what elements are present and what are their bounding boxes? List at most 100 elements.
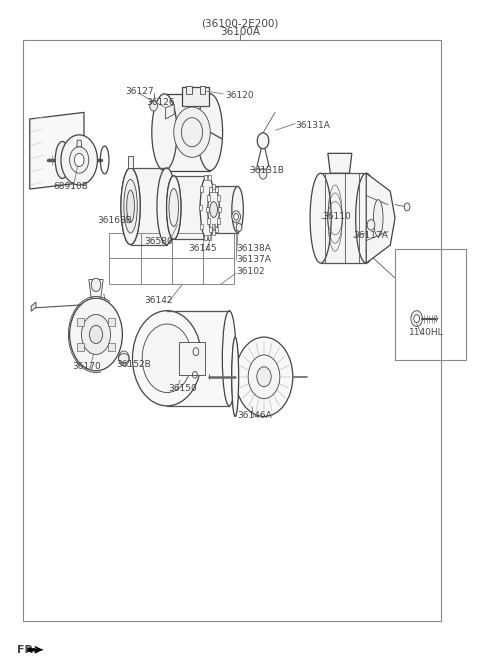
Text: 36120: 36120 — [226, 91, 254, 100]
Polygon shape — [366, 173, 395, 263]
Ellipse shape — [121, 168, 140, 245]
Text: (36100-2E200): (36100-2E200) — [201, 19, 279, 29]
Circle shape — [70, 147, 89, 173]
Bar — [218, 207, 221, 212]
Circle shape — [91, 278, 101, 292]
Ellipse shape — [222, 311, 236, 406]
Bar — [204, 235, 206, 241]
Polygon shape — [30, 112, 84, 189]
Circle shape — [142, 324, 192, 393]
Bar — [109, 233, 234, 284]
Circle shape — [74, 153, 84, 167]
Polygon shape — [77, 140, 82, 147]
Ellipse shape — [167, 176, 181, 239]
Text: 36100A: 36100A — [220, 27, 260, 38]
Circle shape — [132, 311, 202, 406]
Text: 36145: 36145 — [188, 244, 217, 253]
Bar — [23, 40, 441, 621]
Circle shape — [61, 135, 97, 185]
Circle shape — [404, 203, 410, 211]
Circle shape — [414, 315, 420, 323]
Text: FR.: FR. — [17, 644, 37, 655]
Bar — [212, 184, 215, 189]
Bar — [164, 94, 210, 171]
Bar — [200, 86, 205, 94]
Text: 36126: 36126 — [146, 98, 175, 107]
Bar — [174, 176, 207, 239]
Ellipse shape — [181, 118, 203, 147]
Ellipse shape — [167, 176, 181, 239]
Text: 36138A: 36138A — [236, 244, 271, 253]
Circle shape — [232, 211, 240, 223]
Bar — [77, 318, 84, 326]
Polygon shape — [89, 280, 103, 298]
Text: 36152B: 36152B — [116, 360, 151, 369]
Ellipse shape — [232, 337, 239, 416]
Text: 36137A: 36137A — [236, 254, 271, 264]
Ellipse shape — [169, 188, 179, 227]
Circle shape — [119, 351, 129, 366]
Bar — [215, 187, 218, 192]
Ellipse shape — [232, 186, 243, 233]
Text: 36150: 36150 — [168, 383, 197, 393]
Bar — [214, 186, 238, 233]
Text: 36127: 36127 — [125, 87, 154, 96]
Bar — [217, 218, 220, 223]
Ellipse shape — [356, 173, 377, 263]
Circle shape — [236, 223, 242, 231]
Bar — [321, 173, 366, 263]
Bar — [200, 186, 203, 192]
Bar — [208, 175, 211, 180]
Bar — [200, 223, 203, 229]
Text: 36146A: 36146A — [237, 410, 272, 420]
Bar — [209, 227, 212, 232]
Circle shape — [257, 133, 269, 149]
Polygon shape — [28, 648, 43, 652]
Circle shape — [367, 219, 375, 230]
Ellipse shape — [373, 200, 383, 237]
Bar — [108, 343, 115, 351]
Bar — [182, 87, 209, 106]
Text: 36131B: 36131B — [250, 166, 285, 175]
Bar — [212, 223, 215, 229]
Polygon shape — [31, 302, 36, 311]
Bar — [204, 175, 206, 180]
Circle shape — [235, 337, 293, 416]
Ellipse shape — [152, 94, 177, 171]
Ellipse shape — [200, 176, 215, 239]
Ellipse shape — [121, 168, 140, 245]
Ellipse shape — [197, 94, 223, 171]
Text: 1140HL: 1140HL — [409, 328, 444, 337]
Ellipse shape — [55, 141, 70, 178]
Circle shape — [411, 311, 422, 327]
Bar — [212, 230, 215, 235]
Text: 36170: 36170 — [72, 362, 101, 371]
Ellipse shape — [157, 168, 176, 245]
Bar — [213, 205, 216, 210]
Bar — [209, 187, 212, 192]
Ellipse shape — [210, 202, 217, 217]
Ellipse shape — [174, 107, 210, 157]
Bar — [207, 196, 210, 201]
Text: 36580: 36580 — [144, 237, 173, 247]
Bar — [131, 168, 167, 245]
Circle shape — [248, 355, 280, 399]
Text: 36142: 36142 — [144, 296, 173, 305]
Circle shape — [150, 100, 157, 111]
Bar — [217, 196, 220, 201]
Ellipse shape — [127, 190, 134, 222]
Bar — [199, 205, 202, 210]
Bar — [186, 86, 192, 94]
Bar — [108, 318, 115, 326]
Circle shape — [259, 169, 267, 179]
Bar — [167, 311, 229, 406]
Bar — [215, 227, 218, 232]
Circle shape — [234, 214, 239, 220]
Circle shape — [89, 325, 103, 344]
Circle shape — [70, 298, 122, 371]
Bar — [395, 249, 466, 360]
Circle shape — [82, 315, 110, 354]
Polygon shape — [166, 104, 174, 119]
Text: 36117A: 36117A — [353, 231, 388, 240]
Bar — [206, 207, 209, 212]
